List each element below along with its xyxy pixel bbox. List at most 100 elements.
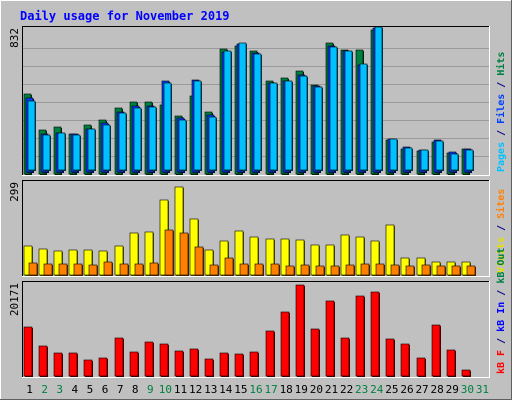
bar-kb-f-day-22 xyxy=(340,337,350,377)
legend-entry: Hits xyxy=(495,52,507,76)
bar-sites-day-10 xyxy=(164,229,174,276)
bar-kb-f-day-17 xyxy=(265,330,275,377)
bar-pages-day-15 xyxy=(238,42,247,171)
x-tick-label: 29 xyxy=(446,383,459,396)
panel-visits-bars xyxy=(23,186,476,276)
x-tick-label: 27 xyxy=(415,383,428,396)
bar-sites-day-18 xyxy=(285,265,295,276)
bar-kb-f-day-15 xyxy=(234,353,244,377)
bar-sites-day-20 xyxy=(315,265,325,276)
bar-kb-f-day-30 xyxy=(461,369,471,377)
x-tick-label: 24 xyxy=(370,383,384,396)
bar-pages-day-29 xyxy=(450,153,459,171)
bar-pages-day-2 xyxy=(42,134,51,171)
bar-sites-day-17 xyxy=(270,263,280,276)
bar-pages-day-8 xyxy=(133,107,142,171)
bar-visits-day-4 xyxy=(68,249,78,276)
bar-sites-day-4 xyxy=(73,263,83,276)
bar-sites-day-13 xyxy=(209,264,219,276)
bar-visits-day-8 xyxy=(129,232,139,276)
bar-visits-day-25 xyxy=(385,224,395,276)
bar-pages-day-11 xyxy=(178,119,187,171)
bar-sites-day-14 xyxy=(224,257,234,276)
bar-pages-day-24 xyxy=(374,26,383,171)
bar-kb-f-day-29 xyxy=(446,349,456,377)
bar-pages-day-12 xyxy=(193,80,202,171)
bar-pages-day-3 xyxy=(57,132,66,171)
bar-pages-day-13 xyxy=(208,116,217,171)
bar-kb-f-day-1 xyxy=(23,326,33,377)
bar-pages-day-5 xyxy=(87,128,96,171)
bar-visits-day-16 xyxy=(249,236,259,276)
bar-kb-f-day-28 xyxy=(431,324,441,377)
bar-kb-f-day-24 xyxy=(370,291,380,377)
bar-visits-day-3 xyxy=(53,250,63,276)
panel-kbytes-legend: kB F / kB In / kB Out xyxy=(496,248,507,374)
bar-visits-day-21 xyxy=(325,244,335,276)
bar-sites-day-2 xyxy=(43,263,53,276)
bar-sites-day-23 xyxy=(360,263,370,276)
bar-sites-day-12 xyxy=(194,246,204,276)
bar-pages-day-27 xyxy=(420,149,429,171)
bar-sites-day-27 xyxy=(421,264,431,276)
x-tick-label: 28 xyxy=(431,383,444,396)
legend-entry: Sites xyxy=(495,189,507,219)
x-tick-label: 19 xyxy=(295,383,308,396)
chart-panels: 832 Pages / Files / Hits 299 Visits / Sites… xyxy=(8,26,507,378)
bar-sites-day-24 xyxy=(375,263,385,276)
bar-visits-day-17 xyxy=(265,238,275,276)
x-tick-label: 3 xyxy=(56,383,63,396)
bar-sites-day-25 xyxy=(390,264,400,276)
bar-visits-day-24 xyxy=(370,240,380,276)
bar-visits-day-1 xyxy=(23,245,33,276)
bar-kb-f-day-11 xyxy=(174,350,184,377)
legend-entry: / xyxy=(496,76,507,94)
legend-entry: / xyxy=(496,219,507,237)
bar-sites-day-3 xyxy=(58,263,68,276)
x-tick-label: 16 xyxy=(249,383,262,396)
legend-entry: kB Out xyxy=(496,248,507,284)
bar-pages-day-22 xyxy=(344,50,353,171)
x-tick-label: 31 xyxy=(476,383,489,396)
bar-kb-f-day-8 xyxy=(129,351,139,377)
bar-pages-day-21 xyxy=(329,46,338,171)
bar-pages-day-23 xyxy=(359,63,368,171)
bar-kb-f-day-25 xyxy=(385,338,395,377)
bar-visits-day-15 xyxy=(234,230,244,276)
bar-visits-day-11 xyxy=(174,186,184,276)
x-tick-label: 22 xyxy=(340,383,353,396)
bar-kb-f-day-7 xyxy=(114,337,124,377)
x-tick-label: 7 xyxy=(117,383,124,396)
bar-visits-day-13 xyxy=(204,249,214,276)
bar-visits-day-5 xyxy=(83,249,93,276)
bar-sites-day-6 xyxy=(103,261,113,276)
panel-kbytes: 20171 kB F / kB In / kB Out xyxy=(8,248,507,378)
x-tick-label: 17 xyxy=(264,383,277,396)
x-tick-label: 14 xyxy=(219,383,233,396)
bar-pages-day-25 xyxy=(389,138,398,171)
x-tick-label: 21 xyxy=(325,383,338,396)
panel-hits-legend: Pages / Files / Hits xyxy=(495,52,507,172)
chart-title: Daily usage for November 2019 xyxy=(20,9,230,23)
legend-entry: Pages xyxy=(496,142,507,172)
panel-kbytes-bars xyxy=(23,284,471,377)
bar-pages-day-9 xyxy=(148,106,157,171)
bar-kb-f-day-2 xyxy=(38,345,48,377)
bar-pages-day-28 xyxy=(435,140,444,171)
bar-sites-day-15 xyxy=(239,263,249,276)
x-tick-label: 11 xyxy=(174,383,187,396)
bar-kb-f-day-13 xyxy=(204,358,214,377)
x-axis-labels: 1 2 3 4 5 6 7 8 9 10 11 12 13 14 15 16 17 18 19 20 21 22 23 24 2… xyxy=(26,383,489,396)
bar-pages-day-6 xyxy=(102,124,111,171)
bar-kb-f-day-20 xyxy=(310,328,320,377)
bar-pages-day-7 xyxy=(118,112,127,171)
legend-entry: / xyxy=(496,332,507,350)
bar-kb-f-day-23 xyxy=(355,295,365,377)
bar-kb-f-day-14 xyxy=(219,352,229,377)
bar-sites-day-22 xyxy=(345,264,355,276)
bar-kb-f-day-26 xyxy=(400,343,410,377)
panel-visits: 299 Visits / Sites xyxy=(8,180,507,277)
bar-sites-day-28 xyxy=(436,265,446,276)
panel-hits: 832 Pages / Files / Hits xyxy=(8,26,507,176)
bar-pages-day-17 xyxy=(269,82,278,171)
